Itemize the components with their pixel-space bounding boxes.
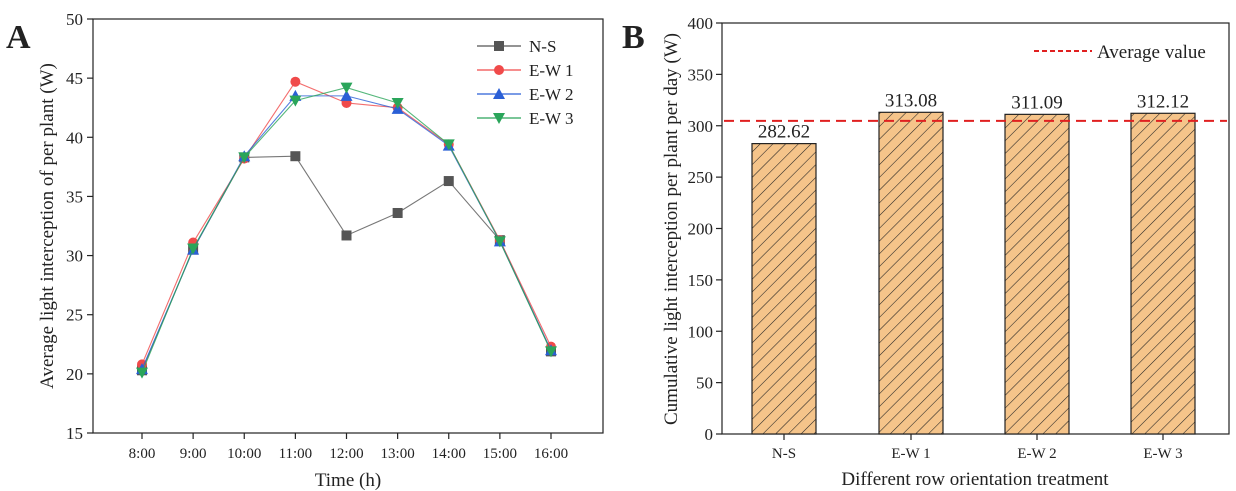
chart-a-y-tick-label: 40	[66, 128, 83, 147]
chart-b-average-line-group: Average value	[724, 42, 1227, 122]
chart-b-x-axis-title: Different row orientation treatment	[841, 469, 1109, 490]
chart-a-data-point	[340, 89, 353, 101]
chart-b-data-label: 282.62	[758, 122, 810, 143]
chart-b-data-label: 311.09	[1011, 92, 1063, 113]
chart-b-x-tick-label: E-W 3	[1143, 446, 1182, 462]
chart-a-data-point	[187, 243, 200, 255]
chart-a-series-line	[141, 87, 552, 373]
chart-b-x-tick-label: N-S	[772, 446, 796, 462]
chart-b-y-tick-label: 350	[688, 65, 714, 84]
chart-b-data-label: 312.12	[1137, 91, 1189, 112]
chart-a-plot-frame	[92, 18, 604, 434]
chart-a-legend-marker	[493, 88, 505, 99]
chart-a-x-tick-label: 14:00	[432, 446, 466, 462]
chart-b-y-tick-label: 50	[696, 374, 713, 393]
chart-a-x-tick-label: 10:00	[227, 446, 261, 462]
chart-a-legend-label: E-W 1	[529, 61, 574, 80]
chart-b-bar-group: 311.09	[1004, 92, 1070, 435]
chart-b-y-tick-label: 0	[705, 425, 714, 444]
chart-a-data-point	[493, 236, 506, 248]
chart-a-data-point	[545, 346, 557, 358]
chart-a-y-tick-label: 25	[66, 306, 83, 325]
chart-b: B Cumulative light interception per plan…	[622, 14, 1230, 490]
chart-a-legend-marker	[494, 41, 504, 51]
chart-b-y-tick-label: 300	[688, 117, 714, 136]
chart-a-x-tick-label: 15:00	[483, 446, 517, 462]
chart-a-legend-marker	[494, 65, 504, 75]
chart-a-data-point	[392, 207, 403, 218]
chart-a-data-point	[290, 76, 301, 87]
chart-b-bar-hatch	[1130, 112, 1196, 435]
chart-b-bar-hatch	[751, 143, 817, 435]
chart-a-y-tick-label: 50	[66, 10, 83, 29]
chart-a-series-e-w-3	[136, 82, 557, 379]
chart-b-bar-hatch	[878, 111, 944, 435]
chart-b-y-tick-label: 200	[688, 220, 714, 239]
chart-a-data-point	[391, 97, 404, 109]
chart-a-x-tick-label: 12:00	[329, 446, 363, 462]
chart-a-legend-marker	[493, 113, 505, 124]
chart-b-y-tick-label: 100	[688, 322, 714, 341]
chart-a-data-point	[442, 139, 455, 151]
chart-b-y-tick-label: 250	[688, 168, 714, 187]
chart-b-panel-label: B	[622, 19, 645, 56]
chart-a-series-e-w-1	[137, 76, 556, 370]
chart-a: A Average light interception of per plan…	[6, 10, 604, 491]
chart-a-legend-label: E-W 2	[529, 85, 574, 104]
chart-b-data-label: 313.08	[885, 90, 937, 111]
chart-b-x-tick-label: E-W 2	[1017, 446, 1056, 462]
chart-a-legend-label: E-W 3	[529, 109, 574, 128]
chart-b-bar-hatch	[1004, 113, 1070, 435]
chart-a-data-point	[136, 367, 148, 379]
chart-b-bar-group: 282.62	[751, 122, 817, 435]
chart-b-y-tick-label: 400	[688, 14, 714, 33]
chart-a-series-line	[141, 155, 552, 371]
chart-a-x-axis-title: Time (h)	[315, 470, 381, 491]
chart-a-legend: N-S E-W 1 E-W 2 E-W 3	[477, 37, 574, 128]
chart-a-panel-label: A	[6, 19, 31, 56]
chart-a-data-point	[289, 95, 302, 107]
chart-a-y-tick-label: 35	[66, 187, 83, 206]
chart-b-y-axis-title: Cumulative light interception per plant …	[661, 33, 682, 425]
chart-a-x-tick-label: 13:00	[381, 446, 415, 462]
chart-a-x-tick-label: 9:00	[180, 446, 207, 462]
chart-a-x-tick-label: 11:00	[279, 446, 313, 462]
chart-a-y-tick-label: 45	[66, 69, 83, 88]
chart-a-data-point	[238, 152, 251, 164]
chart-b-bar-group: 313.08	[878, 90, 944, 435]
chart-a-x-tick-label: 16:00	[534, 446, 568, 462]
chart-b-bar-group: 312.12	[1130, 91, 1196, 435]
chart-b-x-tick-label: E-W 1	[891, 446, 930, 462]
chart-a-data-point	[290, 151, 301, 162]
chart-a-y-tick-label: 15	[66, 424, 83, 443]
chart-a-data-point	[443, 176, 454, 187]
chart-a-data-point	[340, 82, 353, 94]
chart-a-data-point	[341, 230, 352, 241]
chart-a-series-n-s	[137, 151, 556, 376]
chart-b-legend-label: Average value	[1097, 42, 1206, 63]
chart-a-y-tick-label: 20	[66, 365, 83, 384]
chart-b-y-tick-label: 150	[688, 271, 714, 290]
chart-a-y-tick-label: 30	[66, 247, 83, 266]
chart-a-legend-label: N-S	[529, 37, 556, 56]
chart-a-x-tick-label: 8:00	[129, 446, 156, 462]
chart-a-y-axis-title: Average light interception of per plant …	[37, 63, 58, 389]
